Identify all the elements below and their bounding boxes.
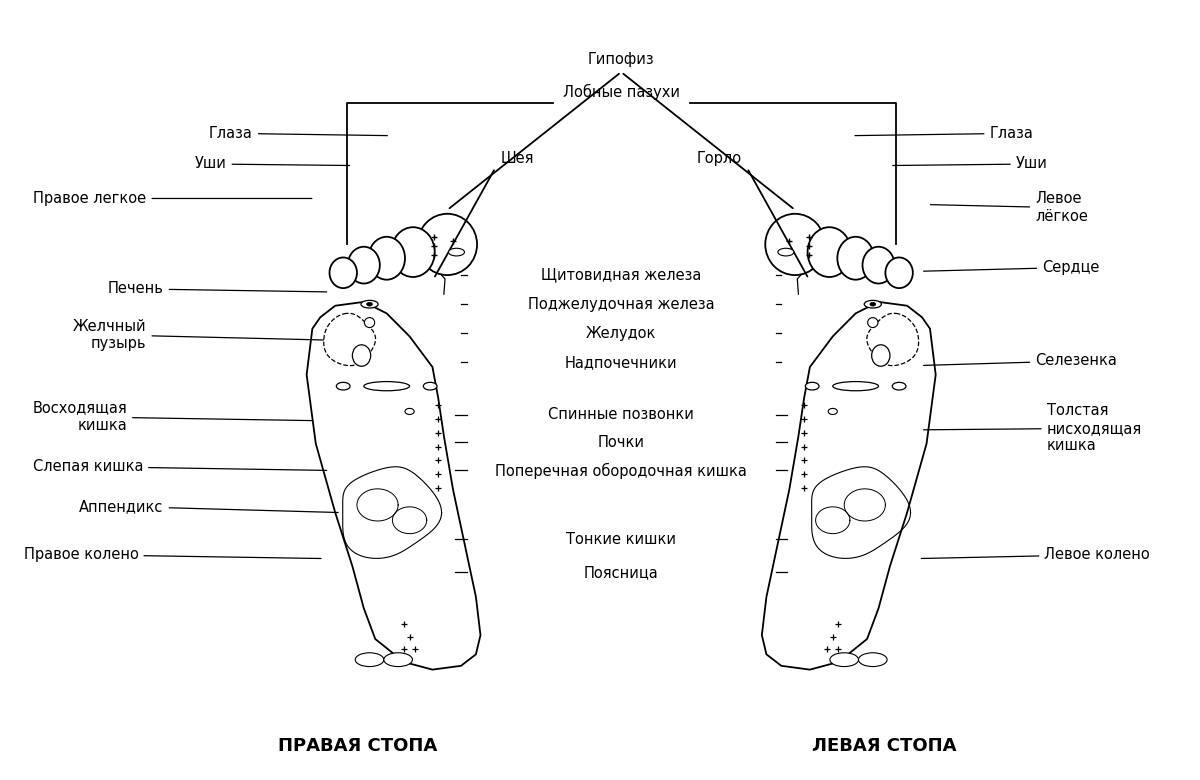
Text: Горло: Горло [696,151,742,165]
Ellipse shape [355,653,384,667]
Ellipse shape [418,214,478,275]
Ellipse shape [353,345,371,367]
Text: Правое колено: Правое колено [24,548,322,562]
Ellipse shape [368,237,404,280]
Text: Толстая
нисходящая
кишка: Толстая нисходящая кишка [924,403,1142,453]
Ellipse shape [424,382,437,390]
Ellipse shape [348,246,380,283]
Text: Шея: Шея [502,151,534,165]
Text: ПРАВАЯ СТОПА: ПРАВАЯ СТОПА [278,737,438,755]
Text: Поджелудочная железа: Поджелудочная железа [528,296,714,312]
Ellipse shape [361,300,378,308]
Text: Сердце: Сердце [924,260,1099,275]
Ellipse shape [838,237,874,280]
Polygon shape [866,314,918,366]
Text: Поперечная обородочная кишка: Поперечная обородочная кишка [496,463,748,478]
Ellipse shape [833,381,878,391]
Polygon shape [324,314,376,366]
Text: Слепая кишка: Слепая кишка [32,459,326,474]
Ellipse shape [808,227,851,277]
Text: Желчный
пузырь: Желчный пузырь [73,319,330,351]
Ellipse shape [868,317,878,328]
Text: Аппендикс: Аппендикс [79,499,338,514]
Ellipse shape [830,653,858,667]
Text: Спинные позвонки: Спинные позвонки [548,407,694,422]
Ellipse shape [365,317,374,328]
Polygon shape [762,302,936,670]
Text: Щитовидная железа: Щитовидная железа [541,268,701,282]
Text: Печень: Печень [108,282,326,296]
Text: Лобные пазухи: Лобные пазухи [563,84,679,101]
Ellipse shape [858,653,887,667]
Ellipse shape [805,382,820,390]
Ellipse shape [364,381,409,391]
Text: Тонкие кишки: Тонкие кишки [566,532,676,547]
Ellipse shape [893,382,906,390]
Ellipse shape [384,653,413,667]
Text: Почки: Почки [598,434,644,449]
Text: Уши: Уши [194,157,349,172]
Ellipse shape [367,303,372,306]
Ellipse shape [864,300,881,308]
Text: Поясница: Поясница [583,565,659,580]
Ellipse shape [870,303,876,306]
Text: Гипофиз: Гипофиз [588,52,654,67]
Text: ЛЕВАЯ СТОПА: ЛЕВАЯ СТОПА [812,737,956,755]
Ellipse shape [449,248,464,256]
Ellipse shape [404,409,414,414]
Ellipse shape [391,227,434,277]
Ellipse shape [766,214,824,275]
Text: Желудок: Желудок [586,326,656,341]
Ellipse shape [871,345,890,367]
Ellipse shape [330,257,356,288]
Text: Левое колено: Левое колено [922,548,1150,562]
Text: Глаза: Глаза [854,126,1033,141]
Ellipse shape [886,257,913,288]
Text: Глаза: Глаза [209,126,388,141]
Ellipse shape [778,248,794,256]
Text: Уши: Уши [893,157,1048,172]
Polygon shape [307,302,480,670]
Text: Надпочечники: Надпочечники [565,355,678,370]
Ellipse shape [336,382,350,390]
Text: Правое легкое: Правое легкое [34,191,312,206]
Text: Восходящая
кишка: Восходящая кишка [32,401,312,433]
Text: Селезенка: Селезенка [924,353,1117,368]
Ellipse shape [828,409,838,414]
Text: Левое
лёгкое: Левое лёгкое [930,191,1088,224]
Ellipse shape [863,246,894,283]
